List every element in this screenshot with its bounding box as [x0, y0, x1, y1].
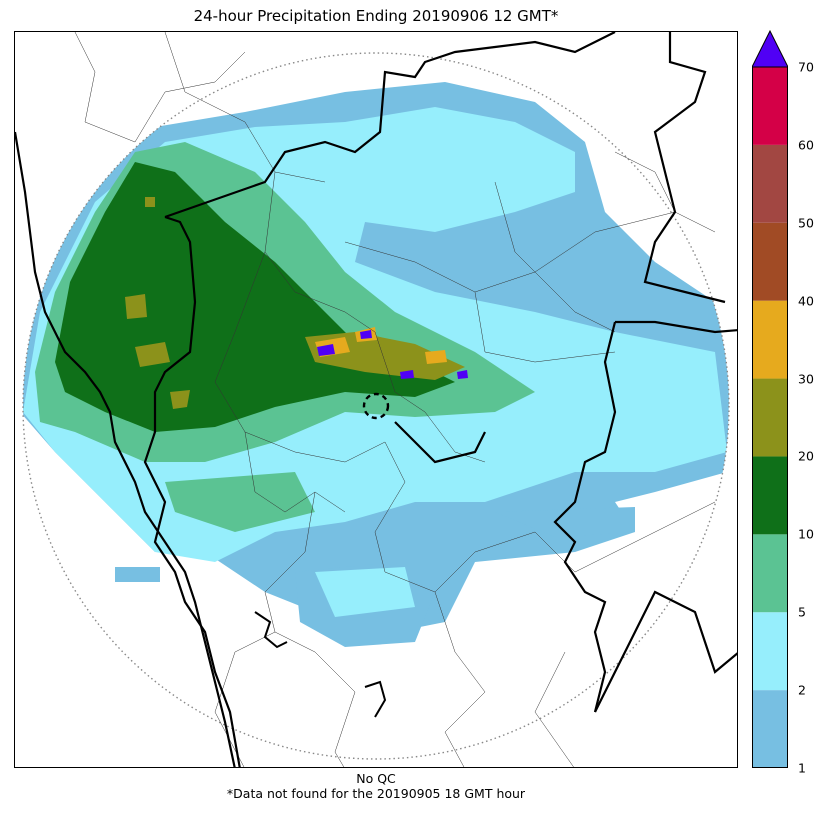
precip-above-70	[457, 370, 468, 379]
precip-20-30	[125, 294, 147, 319]
precip-1-2	[495, 507, 635, 537]
precip-2-5	[315, 567, 415, 617]
precip-above-70	[317, 344, 335, 356]
colorbar-segment	[752, 534, 788, 613]
colorbar-tick-label: 5	[798, 604, 806, 620]
colorbar-segment	[752, 690, 788, 768]
precip-20-30	[135, 342, 170, 367]
colorbar-tick-label: 20	[798, 448, 814, 464]
precip-30-40	[425, 350, 447, 364]
precip-20-30	[145, 197, 155, 207]
qc-note: No QC	[356, 771, 396, 786]
colorbar-border	[752, 66, 788, 768]
colorbar-tick-label: 50	[798, 215, 814, 231]
radar-range-ring	[22, 52, 730, 760]
precip-5-10	[165, 472, 315, 532]
state-borders	[143, 32, 737, 767]
colorbar-tick-label: 70	[798, 59, 814, 75]
colorbar-segment	[752, 222, 788, 301]
colorbar-segment	[752, 378, 788, 457]
precip-1-2	[115, 567, 160, 582]
radar-map	[14, 31, 738, 768]
colorbar-segment	[752, 67, 788, 145]
coastline	[15, 131, 236, 767]
colorbar-tick-label: 30	[798, 371, 814, 387]
precip-20-30	[170, 390, 190, 409]
precipitation-field	[23, 82, 729, 647]
precipitation-map-svg	[15, 32, 737, 767]
precip-above-70	[400, 370, 414, 379]
missing-data-note: *Data not found for the 20190905 18 GMT …	[226, 786, 526, 801]
colorbar-tick-label: 60	[798, 137, 814, 153]
colorbar-tick-label: 10	[798, 526, 814, 542]
colorbar-segment	[752, 144, 788, 223]
radar-site-marker	[362, 392, 390, 420]
colorbar-tick-label: 2	[798, 682, 806, 698]
colorbar-segment	[752, 300, 788, 379]
precip-above-70	[360, 330, 372, 339]
colorbar-tick-label: 1	[798, 760, 806, 776]
precipitation-colorbar	[751, 29, 792, 768]
colorbar-segment	[752, 456, 788, 535]
colorbar-segment	[752, 612, 788, 691]
inland-features	[254, 611, 387, 718]
colorbar-extend-triangle	[751, 29, 789, 68]
district-borders	[74, 32, 716, 767]
map-title: 24-hour Precipitation Ending 20190906 12…	[193, 7, 559, 25]
colorbar-tick-label: 40	[798, 293, 814, 309]
